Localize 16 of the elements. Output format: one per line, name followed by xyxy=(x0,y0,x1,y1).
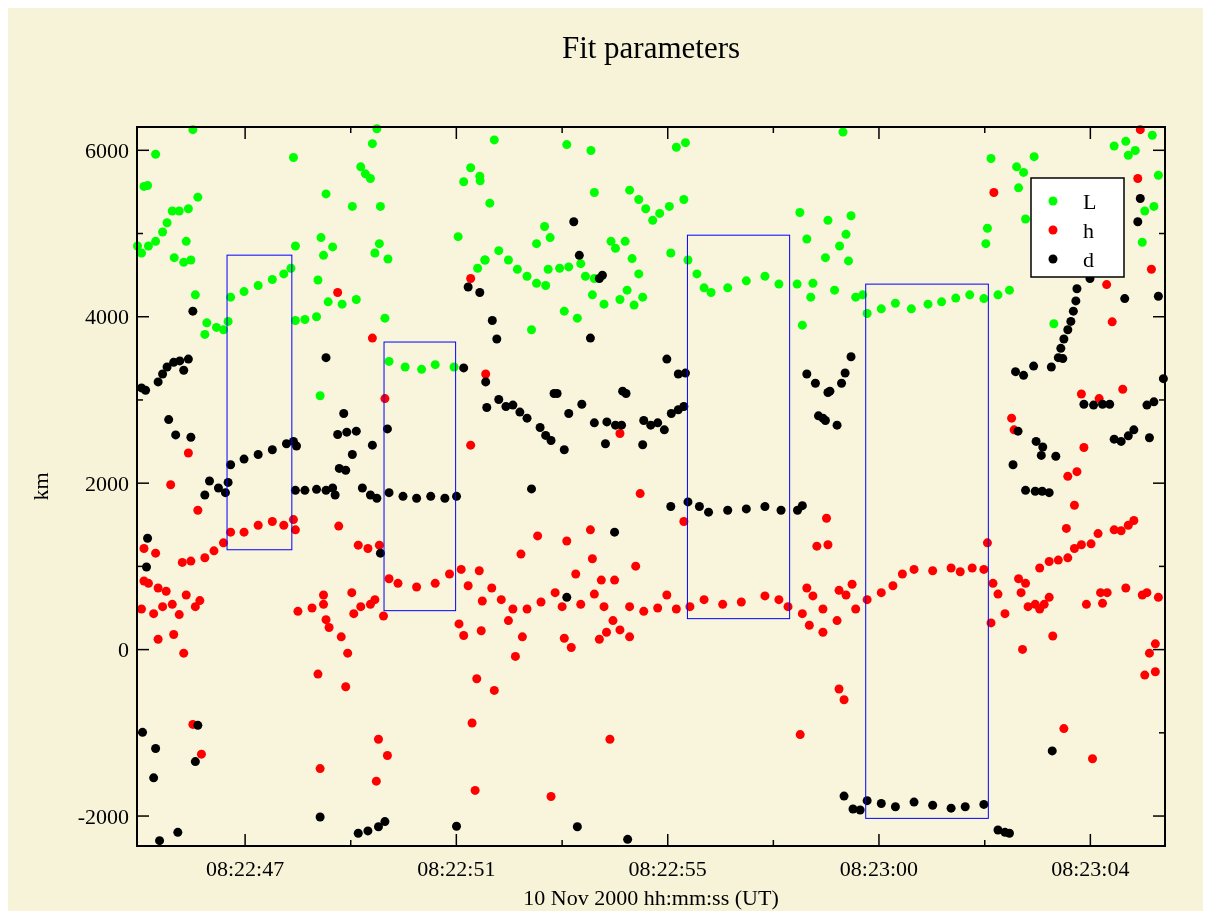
x-tick-label: 08:22:55 xyxy=(628,856,707,881)
chart-title: Fit parameters xyxy=(561,30,741,65)
x-axis-title: 10 Nov 2000 hh:mm:ss (UT) xyxy=(523,885,779,910)
y-tick-label: -2000 xyxy=(77,803,129,829)
legend-label: d xyxy=(1083,246,1094,272)
legend-label: L xyxy=(1083,188,1097,214)
x-tick-label: 08:23:04 xyxy=(1051,856,1130,881)
y-tick-label: 4000 xyxy=(85,304,129,330)
y-tick-label: 6000 xyxy=(85,138,129,163)
x-tick-label: 08:22:51 xyxy=(417,856,496,881)
x-tick-label: 08:23:00 xyxy=(839,856,919,881)
y-tick-label: 0 xyxy=(118,637,129,663)
x-tick-label: 08:22:47 xyxy=(206,856,285,881)
y-axis-title: km xyxy=(28,472,53,501)
y-tick-label: 2000 xyxy=(85,470,129,496)
legend-label: h xyxy=(1083,217,1094,243)
